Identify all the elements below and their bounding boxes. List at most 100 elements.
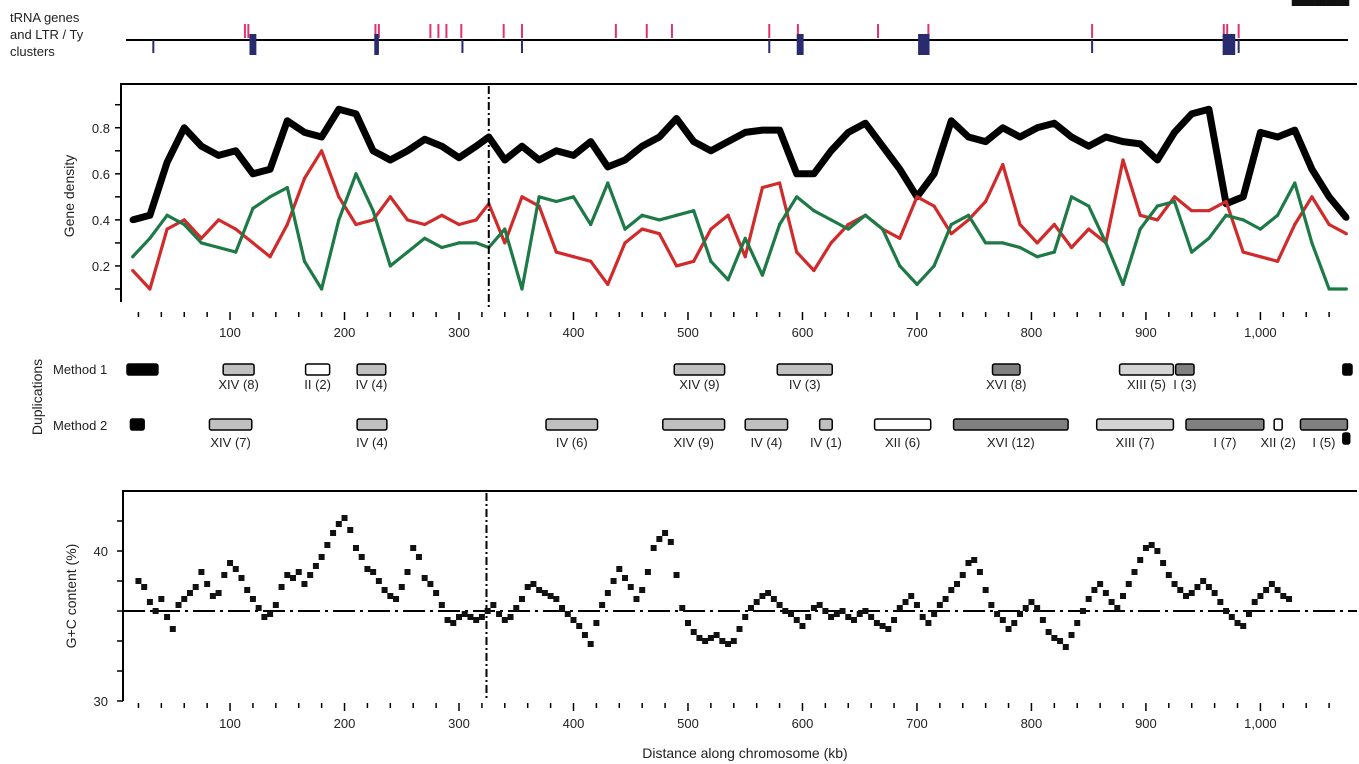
gd-point-0-45	[896, 166, 903, 173]
gd-point-1-16	[405, 218, 410, 222]
gd-point-0-33	[690, 138, 697, 145]
gc-point-80	[593, 620, 600, 626]
features-label-line-1: tRNA genes	[10, 10, 80, 25]
gd-point-2-20	[474, 241, 478, 245]
gc-point-107	[747, 605, 754, 611]
gd-point-0-57	[1102, 133, 1110, 141]
gd-point-0-39	[793, 170, 800, 178]
gd-point-1-58	[1121, 158, 1125, 162]
gc-point-87	[633, 596, 640, 602]
gc-point-132	[891, 617, 898, 623]
gd-point-1-71	[1344, 232, 1348, 236]
gd-point-1-7	[251, 241, 255, 245]
gd-point-1-8	[268, 255, 272, 259]
method-2-block-1	[208, 418, 253, 431]
gc-point-10	[192, 584, 199, 590]
gc-point-203	[1297, 0, 1304, 6]
gc-point-180	[1165, 572, 1172, 578]
gc-point-46	[398, 584, 405, 590]
gd-point-1-26	[571, 255, 576, 259]
method-2-block-label-11: XII (2)	[1260, 435, 1295, 450]
gd-point-2-37	[760, 273, 764, 277]
gc-point-90	[650, 545, 657, 551]
gc-point-53	[438, 602, 445, 608]
gc-point-27	[290, 575, 297, 581]
gd-point-1-27	[589, 259, 593, 263]
gd-point-2-6	[234, 250, 238, 254]
gd-point-1-12	[337, 195, 341, 199]
gd-point-1-25	[554, 250, 558, 254]
gene-density-series	[129, 105, 1350, 291]
method-2-block-label-9: XIII (7)	[1116, 435, 1155, 450]
gc-point-73	[553, 596, 560, 602]
gd-point-0-49	[965, 133, 972, 141]
gd-point-1-34	[709, 227, 713, 231]
gc-point-121	[828, 614, 835, 620]
gd-point-0-65	[1240, 193, 1247, 201]
gd-point-2-35	[726, 278, 730, 282]
gc-point-61	[484, 608, 491, 614]
gd-xtick-label-100: 100	[219, 325, 241, 340]
gc-point-111	[770, 596, 777, 602]
gc-point-81	[599, 602, 606, 608]
gd-point-1-51	[1001, 163, 1005, 167]
gc-point-60	[478, 614, 485, 620]
gc-point-117	[805, 614, 812, 620]
gc-point-163	[1068, 632, 1075, 638]
method-1-block-8	[1174, 363, 1195, 376]
gc-point-123	[839, 608, 846, 614]
gc-point-94	[673, 572, 680, 578]
gd-point-0-42	[845, 129, 852, 136]
gd-point-0-60	[1154, 156, 1161, 164]
gc-point-65	[507, 614, 514, 620]
method-2-block-9	[1095, 418, 1175, 431]
gd-point-2-63	[1207, 236, 1211, 240]
gd-point-2-45	[898, 264, 902, 268]
gc-point-70	[536, 587, 543, 593]
method-1-blocks: XIV (8) II (2) IV (4) XIV (9) IV (3) XVI (8) X…	[126, 363, 1353, 392]
method-2-block-8	[952, 418, 1069, 431]
gd-point-2-54	[1052, 250, 1056, 254]
gc-point-62	[490, 602, 497, 608]
gc-point-41	[370, 569, 377, 575]
gd-series-1	[131, 149, 1348, 291]
gc-point-127	[862, 608, 869, 614]
gd-point-1-68	[1293, 222, 1297, 227]
gc-point-193	[1240, 623, 1247, 629]
gd-point-0-71	[1343, 214, 1350, 221]
gc-point-57	[461, 611, 468, 617]
gc-point-14	[215, 590, 222, 596]
gc-point-72	[547, 593, 554, 599]
method-2-block-label-1: XIV (7)	[210, 435, 250, 450]
gd-point-2-34	[709, 259, 713, 263]
gc-point-124	[845, 614, 852, 620]
gd-point-0-52	[1016, 133, 1024, 141]
gc-point-6	[169, 626, 176, 632]
gd-point-2-13	[354, 172, 358, 176]
method-2-block-5	[744, 418, 789, 431]
gc-point-89	[644, 569, 651, 575]
gd-point-2-14	[371, 209, 375, 213]
gc-point-47	[404, 569, 411, 575]
gc-point-96	[684, 620, 691, 626]
gd-point-2-44	[881, 227, 885, 231]
gd-point-2-39	[795, 195, 799, 199]
gd-point-0-18	[438, 142, 446, 150]
gd-point-0-11	[318, 133, 325, 141]
gd-point-1-48	[949, 232, 953, 236]
gc-point-26	[284, 572, 291, 578]
gc-point-169	[1102, 590, 1109, 596]
gd-point-2-60	[1155, 204, 1159, 208]
gc-point-45	[393, 596, 400, 602]
gc-xtick-label-800: 800	[1021, 716, 1043, 731]
gc-points	[135, 0, 1350, 650]
gc-point-99	[702, 638, 709, 644]
gd-point-2-57	[1104, 241, 1108, 245]
gd-point-2-59	[1138, 227, 1142, 231]
gd-point-0-25	[553, 147, 560, 154]
gd-point-2-55	[1069, 195, 1074, 199]
gc-point-196	[1257, 593, 1264, 599]
gc-point-79	[587, 641, 594, 647]
gc-point-122	[833, 611, 840, 617]
